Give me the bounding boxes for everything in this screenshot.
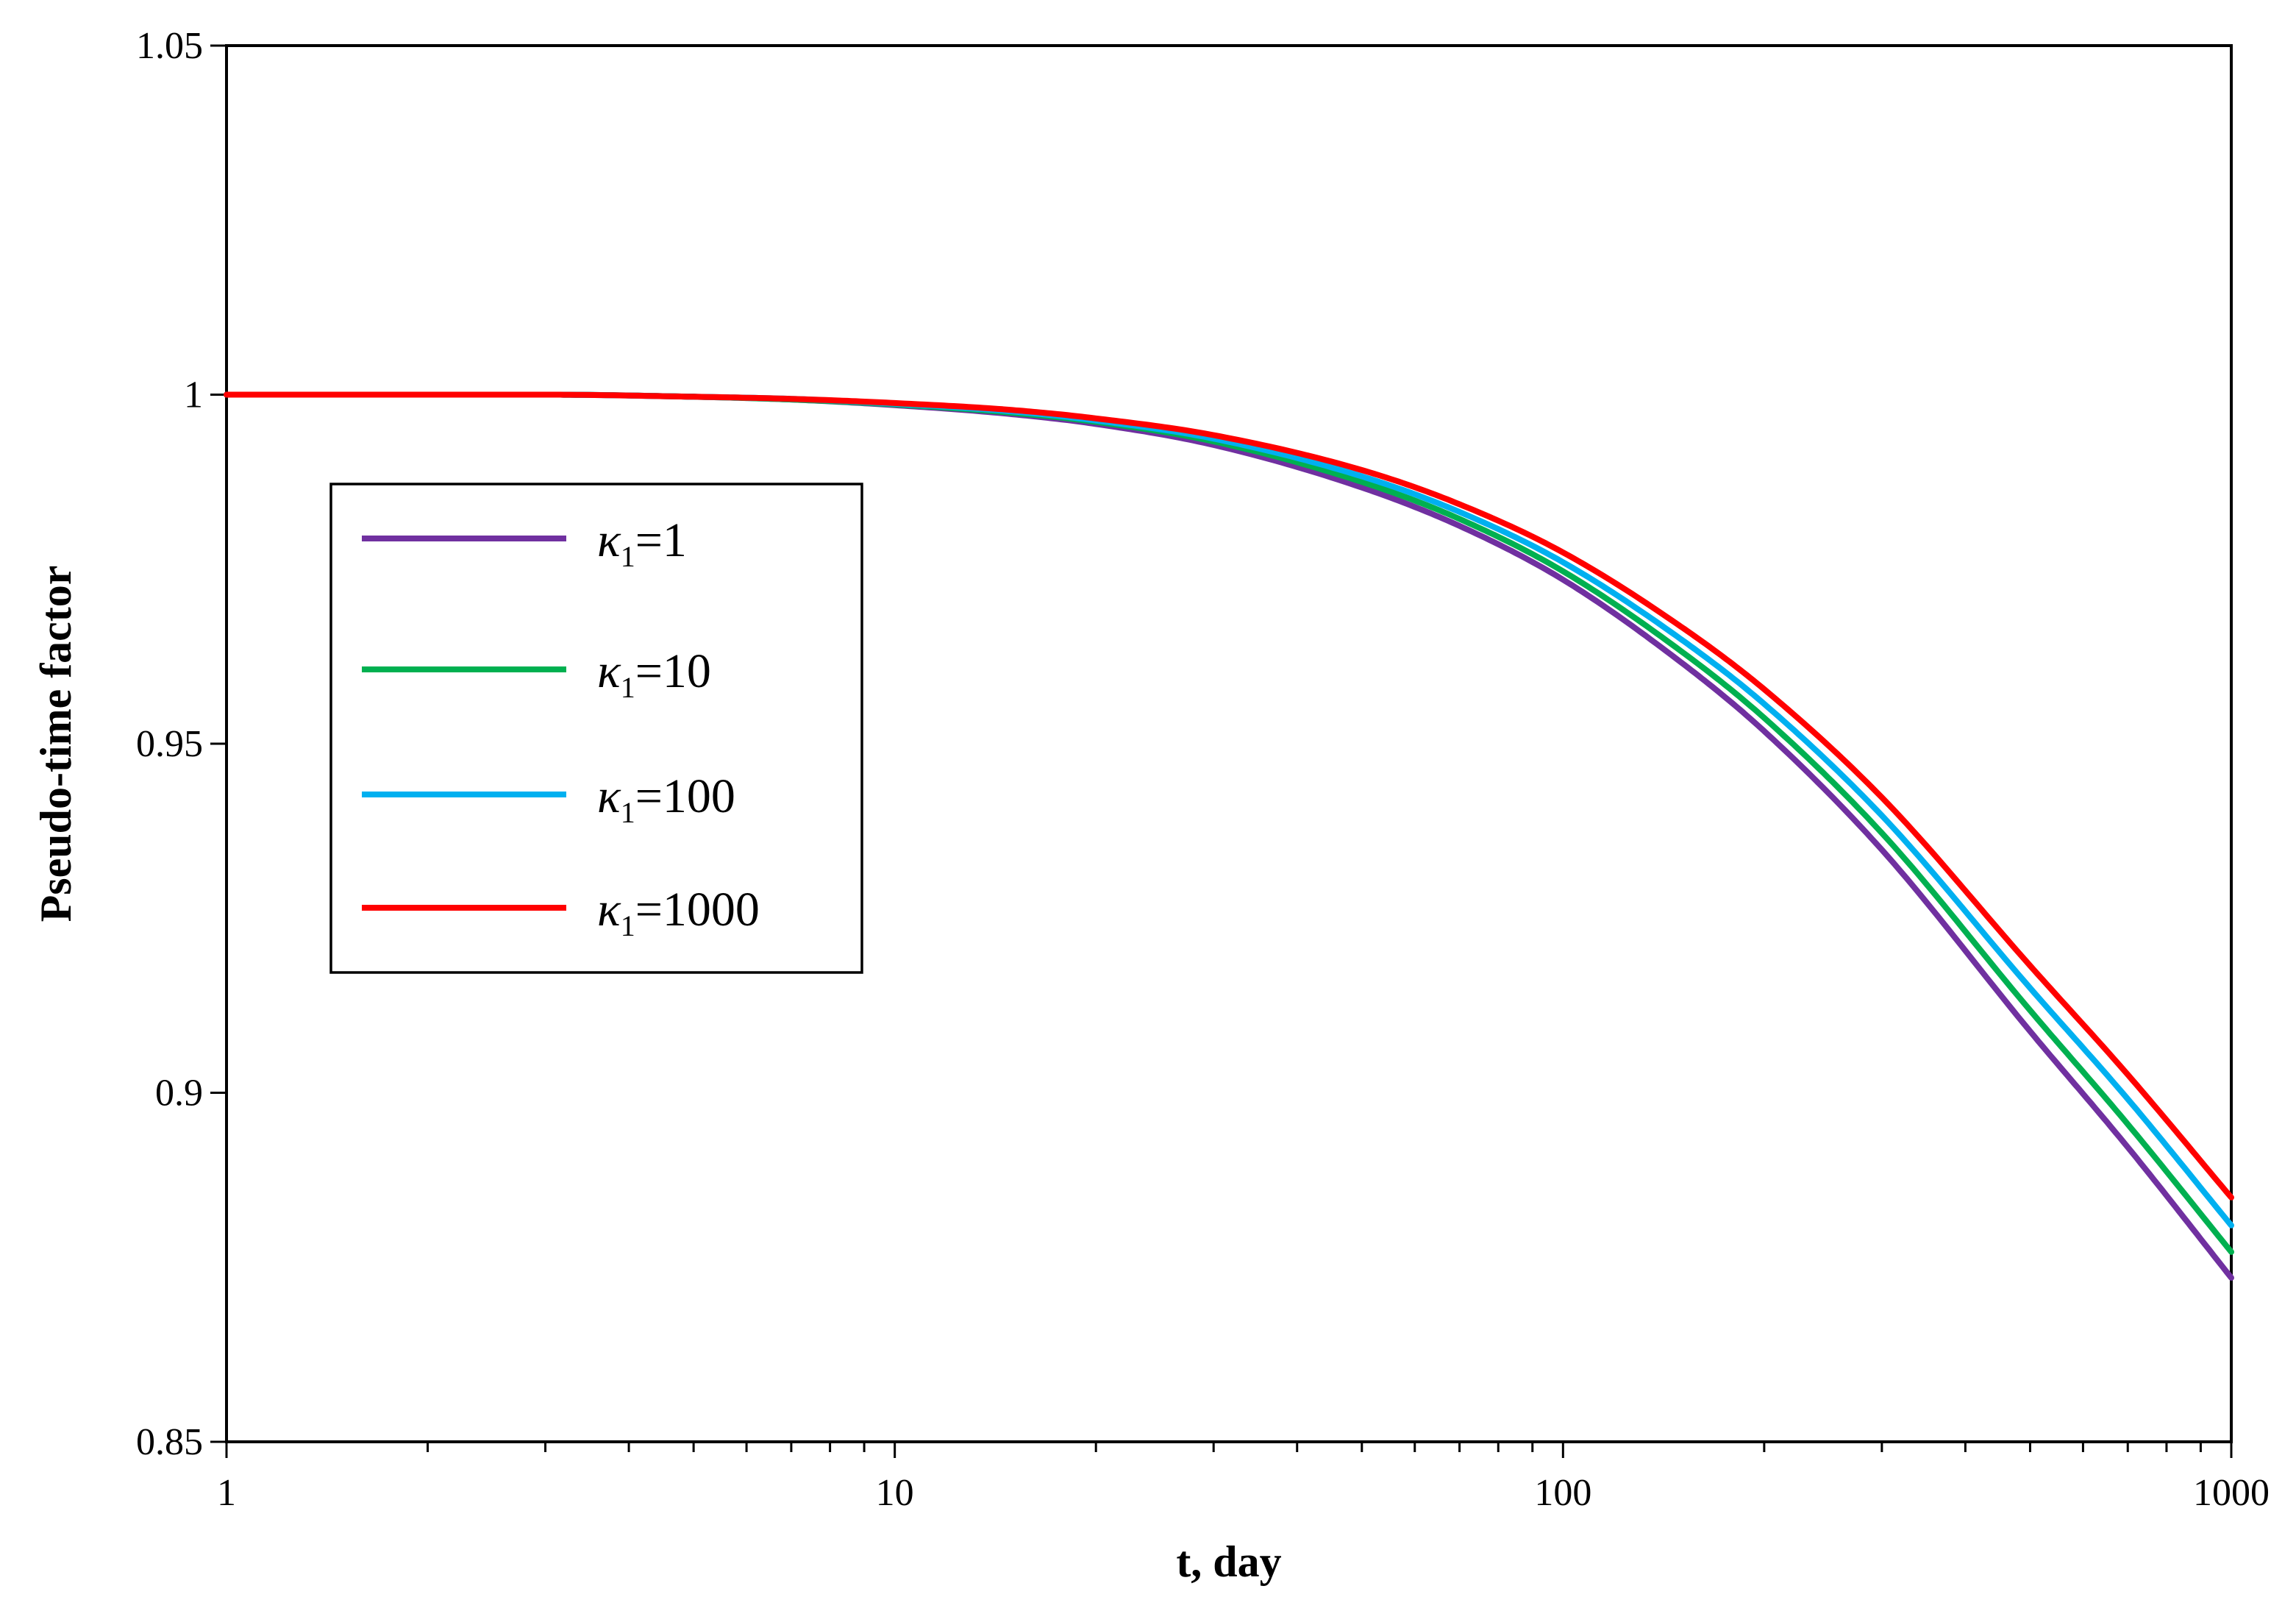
legend-label-0: κ1=1 [597, 513, 687, 573]
legend-label-1: κ1=10 [597, 644, 711, 704]
legend-label-3: κ1=1000 [597, 883, 760, 942]
x-tick-label: 10 [876, 1472, 914, 1514]
y-tick-label: 0.9 [155, 1073, 203, 1114]
y-tick-label: 1.05 [136, 25, 203, 67]
x-axis-title: t, day [1176, 1537, 1281, 1586]
series-lines [224, 391, 2234, 1281]
y-tick-label: 0.85 [136, 1421, 203, 1463]
axis-tick-labels: 0.85 0.9 0.95 1 1.05 1 10 100 1000 [136, 25, 2270, 1514]
legend: κ1=1 κ1=10 κ1=100 κ1=1000 [329, 483, 863, 974]
x-tick-label: 100 [1534, 1472, 1591, 1514]
x-tick-label: 1000 [2193, 1472, 2270, 1514]
series-line-3 [224, 391, 2234, 1201]
legend-box [329, 483, 863, 974]
y-tick-label: 0.95 [136, 723, 203, 765]
y-axis-title: Pseudo-time factor [32, 566, 80, 922]
legend-label-2: κ1=100 [597, 769, 735, 829]
x-tick-label: 1 [217, 1472, 236, 1514]
y-tick-label: 1 [184, 374, 203, 416]
